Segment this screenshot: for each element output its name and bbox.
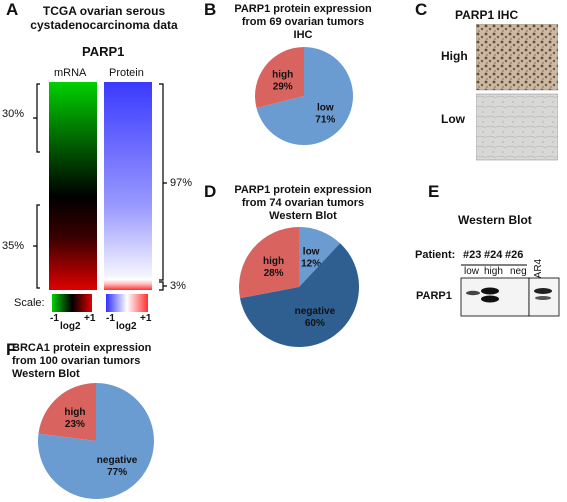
- right-bracket-top: [159, 83, 167, 281]
- left-bottom-percent: 35%: [2, 240, 25, 252]
- protein-heatmap-column: [104, 82, 152, 290]
- mrna-scale-min: -1: [50, 313, 59, 324]
- panel-e-letter: E: [428, 182, 440, 201]
- ihc-low-label: Low: [441, 112, 465, 126]
- protein-scale-unit: log2: [116, 321, 137, 332]
- pie-label-negative: negative: [97, 455, 138, 466]
- protein-row-label: PARP1: [416, 290, 452, 302]
- ihc-low-image: [476, 93, 558, 161]
- panel-f-title: BRCA1 protein expression from 100 ovaria…: [12, 342, 152, 380]
- pie-label-low: low: [317, 103, 334, 114]
- ihc-high-image: [476, 24, 558, 91]
- pie-slice-low: [299, 227, 341, 287]
- pie-percent-high: 28%: [264, 268, 284, 279]
- pie-slice-high: [38, 383, 96, 441]
- pie-slice-negative: [38, 383, 155, 499]
- panel-a-heatmap: [33, 82, 167, 312]
- mrna-scale-unit: log2: [60, 321, 81, 332]
- pie-label-negative: negative: [295, 306, 336, 317]
- pie-percent-negative: 60%: [305, 318, 325, 329]
- pie-label-low: low: [303, 246, 320, 257]
- western-blot: [460, 264, 560, 317]
- pie-percent-negative: 77%: [107, 467, 127, 478]
- protein-scale-bar: [106, 294, 148, 312]
- pie-label-high: high: [64, 407, 85, 418]
- patient-24: #24: [484, 249, 503, 261]
- protein-column-label: Protein: [109, 67, 144, 79]
- panel-a-gene: PARP1: [82, 44, 125, 59]
- panel-b-letter: B: [204, 0, 217, 19]
- pie-slice-high: [239, 227, 299, 299]
- mrna-scale-max: +1: [84, 313, 96, 324]
- panel-a-letter: A: [6, 0, 19, 19]
- lane-high: high: [484, 266, 503, 277]
- mrna-column-label: mRNA: [54, 67, 87, 79]
- pie-slice-high: [255, 47, 304, 109]
- patient-label: Patient:: [415, 249, 456, 261]
- right-bottom-percent: 3%: [170, 280, 186, 292]
- left-bracket-bottom: [33, 204, 40, 289]
- panel-f-letter: F: [6, 340, 17, 359]
- patient-23: #23: [463, 249, 482, 261]
- lane-low: low: [464, 266, 480, 277]
- band-control-upper: [534, 288, 552, 294]
- lane-neg: neg: [510, 266, 527, 277]
- ihc-high-label: High: [441, 49, 468, 63]
- panel-b-title: PARP1 protein expression from 69 ovarian…: [234, 3, 372, 41]
- panel-c-letter: C: [415, 0, 428, 19]
- panel-e-title: Western Blot: [458, 213, 532, 227]
- pie-percent-high: 23%: [65, 419, 85, 430]
- right-bracket-bottom: [159, 281, 167, 291]
- ihc-images: [476, 24, 558, 161]
- mrna-heatmap-column: [49, 82, 97, 290]
- pie-label-high: high: [272, 69, 293, 80]
- protein-scale-max: +1: [140, 313, 152, 324]
- pie-slice-negative: [240, 243, 359, 347]
- pie-percent-low: 71%: [315, 115, 335, 126]
- pie-label-high: high: [263, 256, 284, 267]
- pie-percent-high: 29%: [273, 81, 293, 92]
- band-high-lower: [481, 295, 499, 303]
- panel-d-title: PARP1 protein expression from 74 ovarian…: [234, 184, 372, 222]
- mrna-scale-bar: [52, 294, 92, 312]
- pie-slice-low: [256, 47, 353, 145]
- panel-a-title: TCGA ovarian serous cystadenocarcinoma d…: [30, 4, 178, 32]
- band-high-upper: [481, 287, 499, 295]
- panel-d-letter: D: [204, 182, 217, 201]
- band-control-lower: [535, 296, 551, 300]
- left-bracket-top: [33, 83, 40, 153]
- protein-scale-min: -1: [106, 313, 115, 324]
- scale-label: Scale:: [14, 297, 45, 309]
- right-top-percent: 97%: [170, 177, 193, 189]
- left-top-percent: 30%: [2, 108, 25, 120]
- patient-26: #26: [505, 249, 524, 261]
- band-low: [466, 290, 480, 296]
- pie-percent-low: 12%: [301, 258, 321, 269]
- panel-c-title: PARP1 IHC: [455, 8, 519, 22]
